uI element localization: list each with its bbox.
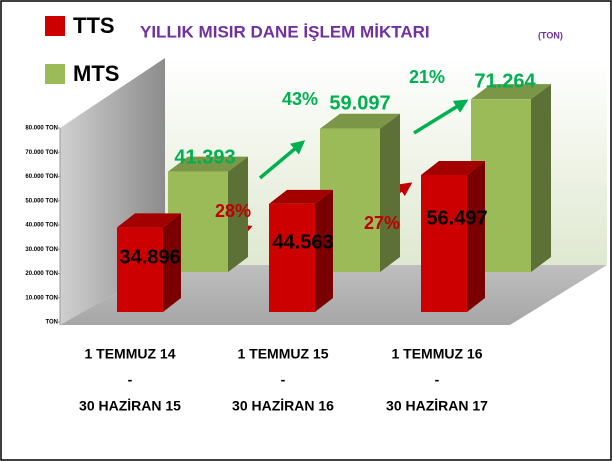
y-tick-label: 20.000 TON	[25, 271, 58, 277]
x-tick-label: -	[281, 372, 286, 388]
bar-top	[421, 160, 485, 175]
bar	[421, 174, 467, 312]
data-label: 34.896	[119, 246, 180, 268]
arrow	[413, 99, 469, 135]
bar-side	[163, 213, 181, 312]
bar-top	[168, 156, 248, 172]
y-tick-label: TON	[45, 320, 58, 326]
y-tick-label: 30.000 TON	[25, 247, 58, 253]
x-tick-label: 30 HAZİRAN 17	[386, 398, 488, 414]
y-tick-label: 10.000 TON	[25, 295, 58, 301]
bar-top	[269, 189, 333, 204]
x-tick-label: 30 HAZİRAN 16	[232, 398, 334, 414]
x-tick-label: -	[128, 372, 133, 388]
x-tick-label: 1 TEMMUZ 15	[237, 346, 328, 362]
bar-side	[467, 160, 485, 312]
bar-side	[228, 156, 248, 272]
data-label: 41.393	[174, 146, 235, 168]
bar-side	[315, 189, 333, 312]
arrow	[258, 140, 306, 180]
chart-title: YILLIK MISIR DANE İŞLEM MİKTARI	[140, 22, 430, 41]
legend-label: MTS	[73, 61, 119, 86]
bar-top	[117, 213, 181, 228]
data-label: 71.264	[474, 70, 536, 92]
y-tick-label: 50.000 TON	[25, 198, 58, 204]
bar	[117, 227, 163, 312]
bar-top	[320, 113, 400, 129]
x-tick-label: 1 TEMMUZ 14	[84, 346, 175, 362]
x-tick-label: -	[435, 372, 440, 388]
legend-swatch	[45, 16, 65, 36]
annotation: 21%	[409, 67, 445, 87]
x-tick-label: 1 TEMMUZ 16	[391, 346, 482, 362]
annotation: 28%	[215, 201, 251, 221]
y-tick-label: 40.000 TON	[25, 223, 58, 229]
bar-top	[471, 84, 551, 100]
y-tick-label: 70.000 TON	[25, 150, 58, 156]
data-label: 56.497	[426, 207, 487, 229]
x-tick-label: 30 HAZİRAN 15	[79, 398, 181, 414]
annotation: 43%	[282, 89, 318, 109]
title-unit: (TON)	[538, 30, 563, 40]
bar-side	[531, 84, 551, 272]
data-label: 44.563	[272, 231, 333, 253]
annotation: 27%	[364, 213, 400, 233]
y-tick-label: 80.000 TON	[25, 126, 58, 132]
y-tick-label: 60.000 TON	[25, 174, 58, 180]
data-label: 59.097	[329, 92, 390, 114]
bar	[269, 203, 315, 312]
legend-swatch	[45, 64, 65, 84]
legend-label: TTS	[73, 13, 115, 38]
bar-side	[380, 113, 400, 272]
